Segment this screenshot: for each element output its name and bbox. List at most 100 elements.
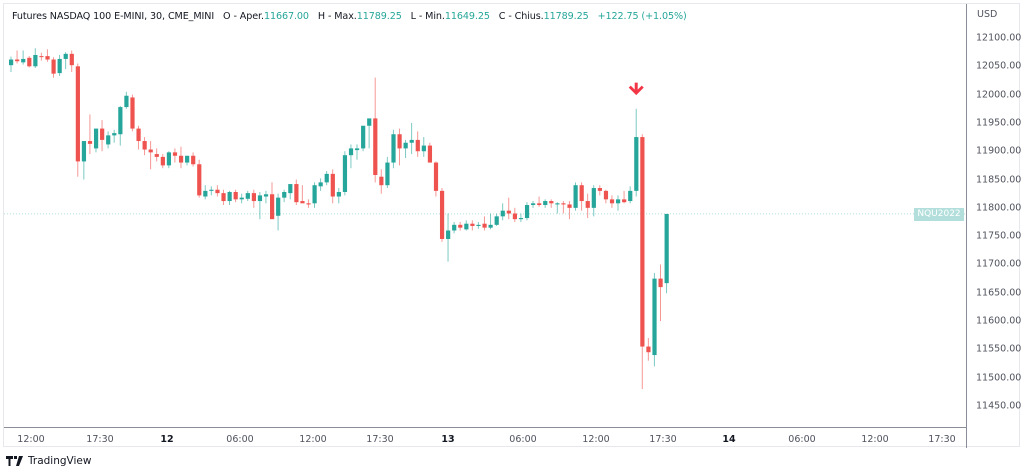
candle: [160, 154, 165, 169]
candle: [221, 189, 226, 206]
candle: [385, 156, 390, 189]
candle: [585, 193, 590, 219]
candle: [452, 222, 457, 234]
candle: [524, 202, 530, 221]
price-tick-label: 12100.00: [976, 32, 1022, 44]
candle: [39, 52, 44, 61]
candle: [537, 196, 542, 207]
candle: [658, 264, 663, 322]
candle: [15, 50, 20, 64]
candle: [494, 213, 499, 226]
candle: [573, 182, 578, 211]
legend-close-value: 11789.25: [543, 11, 589, 22]
candle: [251, 189, 256, 208]
candle: [397, 128, 402, 166]
time-tick-label: 06:00: [788, 434, 816, 445]
time-tick-label: 17:30: [86, 434, 114, 445]
time-tick-label: 12:00: [582, 434, 610, 445]
candle: [276, 193, 281, 231]
price-tick-label: 11800.00: [976, 202, 1022, 214]
candle: [488, 213, 493, 230]
candle: [330, 169, 335, 204]
candle: [245, 190, 250, 202]
chart-plot-area[interactable]: Futures NASDAQ 100 E-MINI, 30, CME_MINI …: [4, 4, 966, 427]
candle: [209, 186, 214, 196]
candle: [81, 141, 87, 180]
candle: [415, 131, 420, 157]
candle: [609, 195, 615, 208]
candle: [634, 108, 639, 197]
candle: [63, 52, 68, 70]
legend-high-value: 11789.25: [356, 11, 402, 22]
candle: [591, 185, 596, 217]
candle: [543, 199, 548, 208]
candle: [646, 338, 651, 361]
candle: [312, 182, 317, 208]
candle: [470, 220, 475, 231]
candle: [69, 50, 74, 72]
candle: [130, 94, 135, 132]
down-arrow-icon[interactable]: [628, 82, 644, 96]
tradingview-attribution[interactable]: TradingView: [6, 455, 91, 467]
candle: [518, 213, 524, 222]
currency-label[interactable]: USD: [977, 9, 998, 20]
candle: [227, 190, 232, 206]
candle: [9, 56, 14, 72]
candle: [27, 56, 32, 68]
price-tick-label: 11500.00: [976, 372, 1022, 384]
candle: [87, 114, 93, 155]
candle: [446, 213, 451, 262]
legend-high-label: H - Max.: [317, 11, 357, 22]
price-axis[interactable]: USD 12100.00 12050.00 12000.00 11950.00 1190…: [966, 4, 1021, 448]
candle: [239, 193, 244, 204]
candle: [549, 199, 554, 208]
candle: [100, 120, 105, 152]
candle: [118, 105, 123, 146]
candle: [51, 57, 56, 78]
candle: [616, 195, 621, 211]
candle: [464, 220, 469, 231]
candle: [622, 190, 627, 204]
candle: [257, 191, 263, 220]
candle: [318, 178, 323, 191]
candle: [409, 122, 414, 155]
candle: [579, 182, 584, 211]
candle: [567, 201, 572, 220]
legend-open-label: O - Aper.: [223, 11, 264, 22]
time-tick-label: 12: [160, 434, 174, 445]
time-tick-label: 13: [441, 434, 455, 445]
time-tick-label: 17:30: [928, 434, 956, 445]
price-tick-label: 11650.00: [976, 287, 1022, 299]
candle: [427, 142, 433, 163]
candle: [148, 141, 153, 170]
legend-open-value: 11667.00: [263, 11, 309, 22]
time-tick-label: 12:00: [17, 434, 45, 445]
chart-frame: Futures NASDAQ 100 E-MINI, 30, CME_MINI …: [3, 3, 1021, 448]
candle: [21, 50, 26, 65]
chart-legend: Futures NASDAQ 100 E-MINI, 30, CME_MINI …: [12, 11, 687, 22]
time-axis[interactable]: 12:00 17:30 12 06:00 12:00 17:30 13 06:00 12:00 1…: [4, 427, 966, 448]
candle: [348, 144, 354, 169]
candle: [640, 134, 645, 390]
candle: [282, 189, 287, 203]
candle: [379, 169, 384, 194]
time-tick-label: 06:00: [226, 434, 254, 445]
legend-change-value: +122.75 (+1.05%): [597, 11, 687, 22]
price-tick-label: 11750.00: [976, 230, 1022, 242]
legend-symbol[interactable]: Futures NASDAQ 100 E-MINI, 30, CME_MINI: [12, 11, 215, 22]
candle: [300, 185, 305, 204]
candle: [476, 222, 481, 229]
candle: [112, 129, 117, 143]
candle: [555, 202, 560, 214]
candle: [185, 155, 190, 166]
time-tick-label: 17:30: [366, 434, 394, 445]
candle: [306, 199, 311, 208]
candle: [197, 159, 202, 198]
candle: [324, 171, 329, 186]
candle: [166, 151, 172, 169]
candle: [154, 148, 159, 162]
candle: [367, 118, 372, 149]
candle: [136, 125, 141, 150]
legend-close-label: C - Chius.: [498, 11, 544, 22]
price-tick-label: 11950.00: [976, 117, 1022, 129]
